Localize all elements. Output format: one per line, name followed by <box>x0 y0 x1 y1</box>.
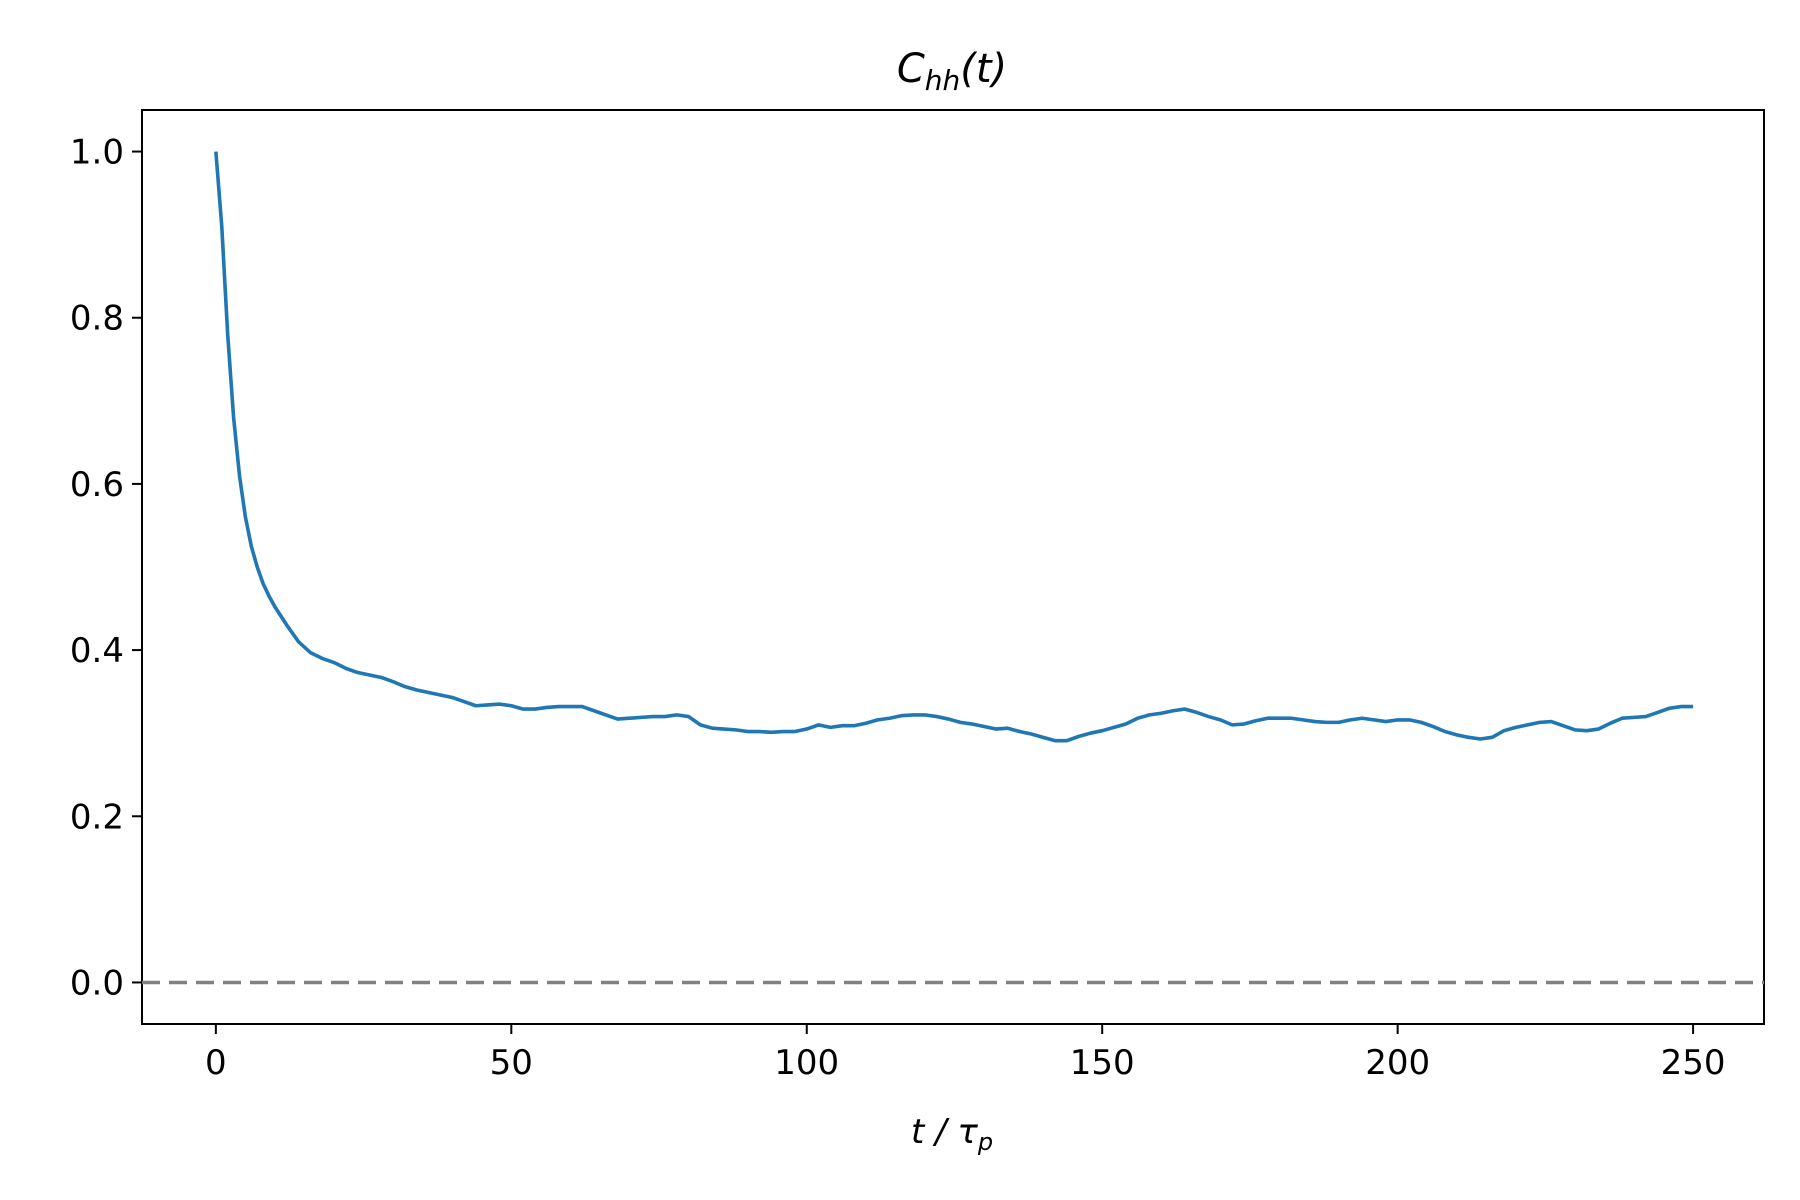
x-tick-label: 250 <box>1661 1043 1726 1083</box>
chart-title-suffix: (t) <box>960 46 1007 92</box>
x-axis-label: t / τp <box>911 1112 993 1156</box>
chart-title-subscript: hh <box>925 64 961 97</box>
x-axis-label-subscript: p <box>977 1128 993 1156</box>
x-tick-label: 150 <box>1070 1043 1135 1083</box>
series-line <box>214 151 1694 743</box>
y-tick-label: 1.0 <box>70 133 124 173</box>
chart-title: Chh(t) <box>897 46 1007 97</box>
x-tick-label: 200 <box>1365 1043 1430 1083</box>
y-tick-label: 0.0 <box>70 963 124 1003</box>
x-tick-label: 100 <box>774 1043 839 1083</box>
y-tick-label: 0.4 <box>70 631 124 671</box>
y-axis: 0.0 0.2 0.4 0.6 0.8 1.0 <box>70 133 142 1003</box>
y-tick-label: 0.6 <box>70 465 124 505</box>
y-tick-label: 0.2 <box>70 797 124 837</box>
x-tick-label: 0 <box>205 1043 227 1083</box>
y-tick-label: 0.8 <box>70 299 124 339</box>
chart-title-main: C <box>897 46 925 92</box>
x-tick-label: 50 <box>490 1043 533 1083</box>
x-axis: 0 50 100 150 200 250 <box>205 1024 1726 1083</box>
plot-area-frame <box>141 109 1765 1025</box>
x-axis-label-main: t / τ <box>911 1112 978 1152</box>
